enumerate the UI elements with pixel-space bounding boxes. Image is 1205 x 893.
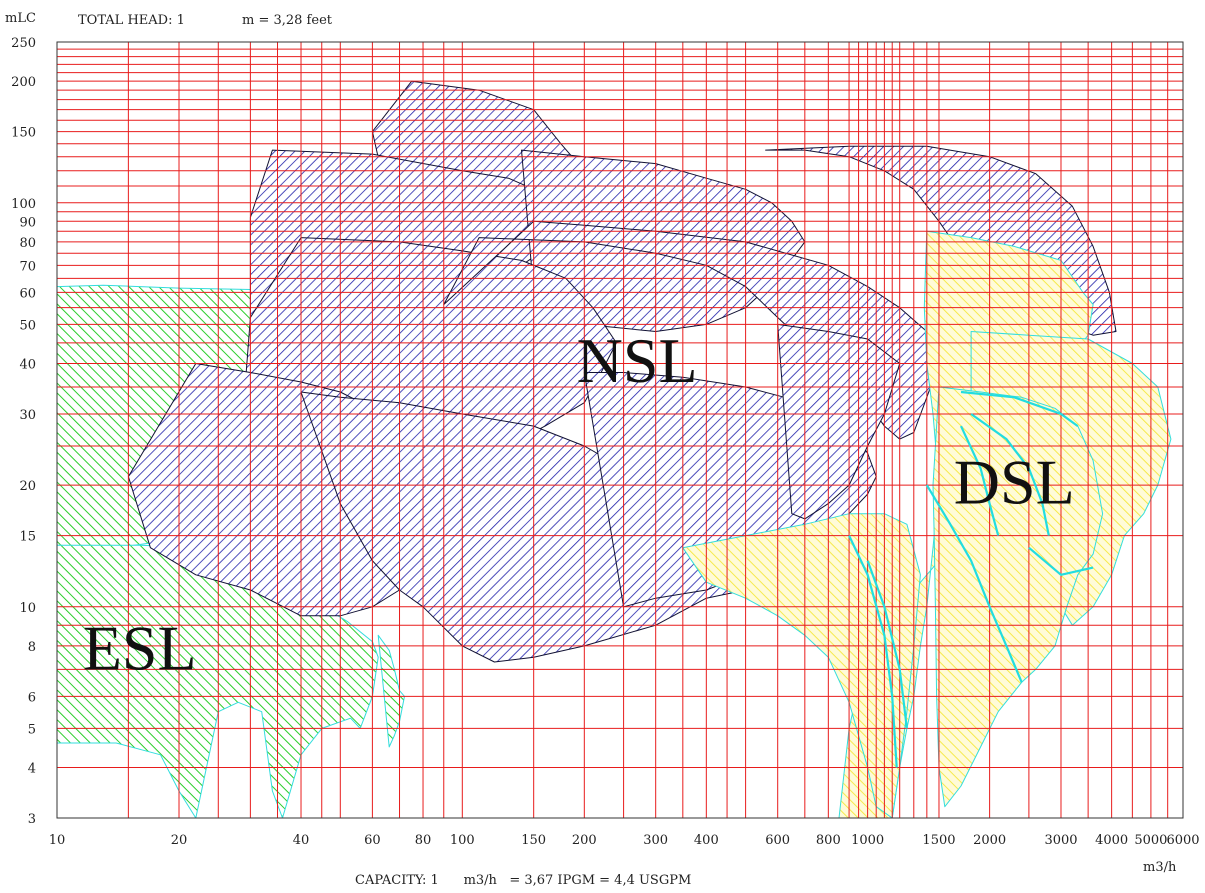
plot-frame: [56, 41, 1184, 819]
header-total-head: TOTAL HEAD: 1: [78, 13, 185, 28]
header-conversion: m = 3,28 feet: [242, 13, 333, 28]
x-tick-label: 1000: [851, 833, 884, 848]
dsl-region-4: [682, 513, 921, 819]
y-tick-label: 5: [28, 722, 36, 737]
nsl-series-label: NSL: [577, 325, 698, 396]
esl-series-label: ESL: [83, 612, 197, 683]
x-tick-label: 6000: [1166, 833, 1199, 848]
y-tick-label: 20: [19, 479, 36, 494]
x-tick-label: 300: [643, 833, 668, 848]
dsl-impeller-curve: [960, 390, 1079, 427]
x-tick-label: 400: [694, 833, 719, 848]
footer-capacity: CAPACITY: 1 m3/h = 3,67 IPGM = 4,4 USGPM: [355, 873, 691, 888]
dsl-impeller-curve: [960, 425, 1000, 536]
x-tick-label: 800: [816, 833, 841, 848]
dsl-impeller-curve: [866, 560, 908, 729]
y-tick-label: 10: [19, 601, 36, 616]
x-tick-label: 80: [415, 833, 432, 848]
y-tick-label: 200: [11, 75, 36, 90]
x-tick-label: 40: [293, 833, 310, 848]
y-tick-label: 6: [28, 690, 36, 705]
x-tick-label: 5000: [1134, 833, 1167, 848]
y-tick-label: 3: [28, 812, 36, 827]
x-axis-unit: m3/h: [1143, 860, 1177, 875]
dsl-impeller-curve: [1028, 546, 1094, 576]
y-tick-label: 30: [19, 408, 36, 423]
dsl-impeller-curve: [970, 413, 1050, 536]
y-tick-label: 250: [11, 36, 36, 51]
x-tick-label: 2000: [973, 833, 1006, 848]
x-tick-label: 150: [521, 833, 546, 848]
dsl-impeller-curve: [848, 535, 898, 768]
y-tick-label: 60: [19, 286, 36, 301]
x-tick-label: 200: [572, 833, 597, 848]
y-tick-label: 90: [19, 215, 36, 230]
x-tick-label: 10: [49, 833, 66, 848]
dsl-impeller-curve: [925, 484, 1023, 683]
x-tick-label: 1500: [922, 833, 955, 848]
y-tick-label: 50: [19, 318, 36, 333]
y-tick-label: 40: [19, 358, 36, 373]
x-tick-label: 600: [765, 833, 790, 848]
y-tick-label: 4: [28, 762, 36, 777]
x-tick-label: 20: [171, 833, 188, 848]
y-tick-label: 80: [19, 236, 36, 251]
y-tick-label: 100: [11, 197, 36, 212]
x-tick-label: 3000: [1044, 833, 1077, 848]
y-tick-label: 15: [19, 530, 36, 545]
y-axis-unit: mLC: [5, 11, 36, 26]
y-tick-label: 8: [28, 640, 36, 655]
dsl-series-label: DSL: [954, 447, 1075, 518]
x-tick-label: 4000: [1095, 833, 1128, 848]
x-tick-label: 60: [364, 833, 381, 848]
y-tick-label: 150: [11, 126, 36, 141]
x-tick-label: 100: [450, 833, 475, 848]
esl-region-3: [377, 634, 405, 748]
y-tick-label: 70: [19, 259, 36, 274]
